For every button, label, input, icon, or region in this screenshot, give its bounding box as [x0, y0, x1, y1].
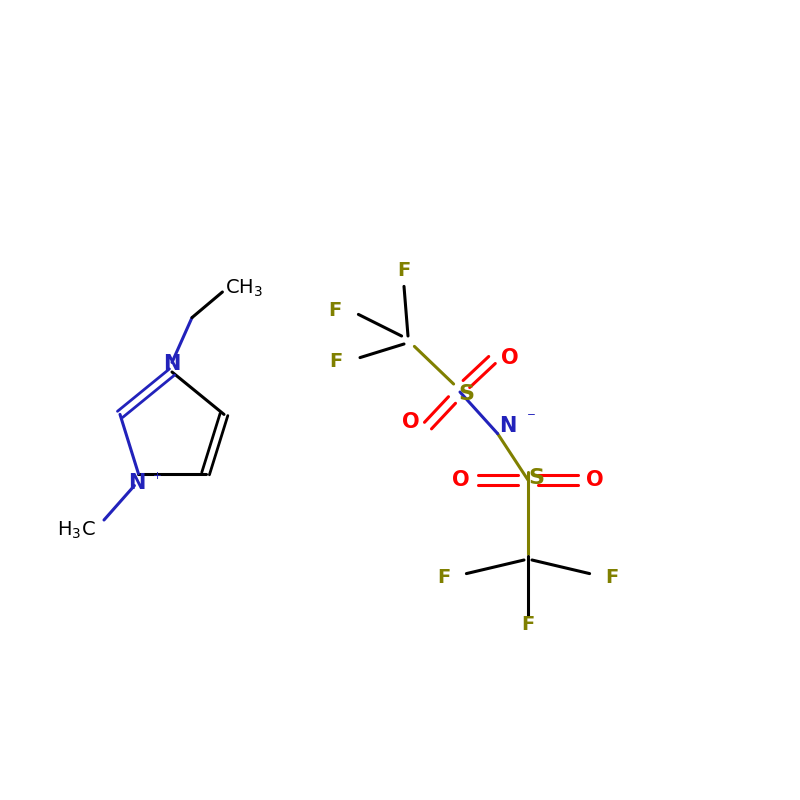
Text: $^+$: $^+$ — [150, 471, 162, 486]
Text: F: F — [606, 568, 618, 587]
Text: O: O — [402, 411, 419, 431]
Text: F: F — [328, 301, 341, 320]
Text: O: O — [586, 470, 604, 490]
Text: N: N — [163, 354, 181, 374]
Text: F: F — [438, 568, 450, 587]
Text: S: S — [458, 384, 474, 404]
Text: N: N — [499, 416, 517, 435]
Text: CH$_3$: CH$_3$ — [225, 278, 263, 298]
Text: F: F — [522, 615, 534, 634]
Text: $^-$: $^-$ — [523, 412, 536, 426]
Text: F: F — [398, 261, 410, 280]
Text: H$_3$C: H$_3$C — [58, 520, 96, 541]
Text: S: S — [528, 468, 544, 488]
Text: O: O — [452, 470, 470, 490]
Text: F: F — [330, 352, 342, 371]
Text: O: O — [501, 347, 518, 367]
Text: N: N — [128, 473, 146, 493]
